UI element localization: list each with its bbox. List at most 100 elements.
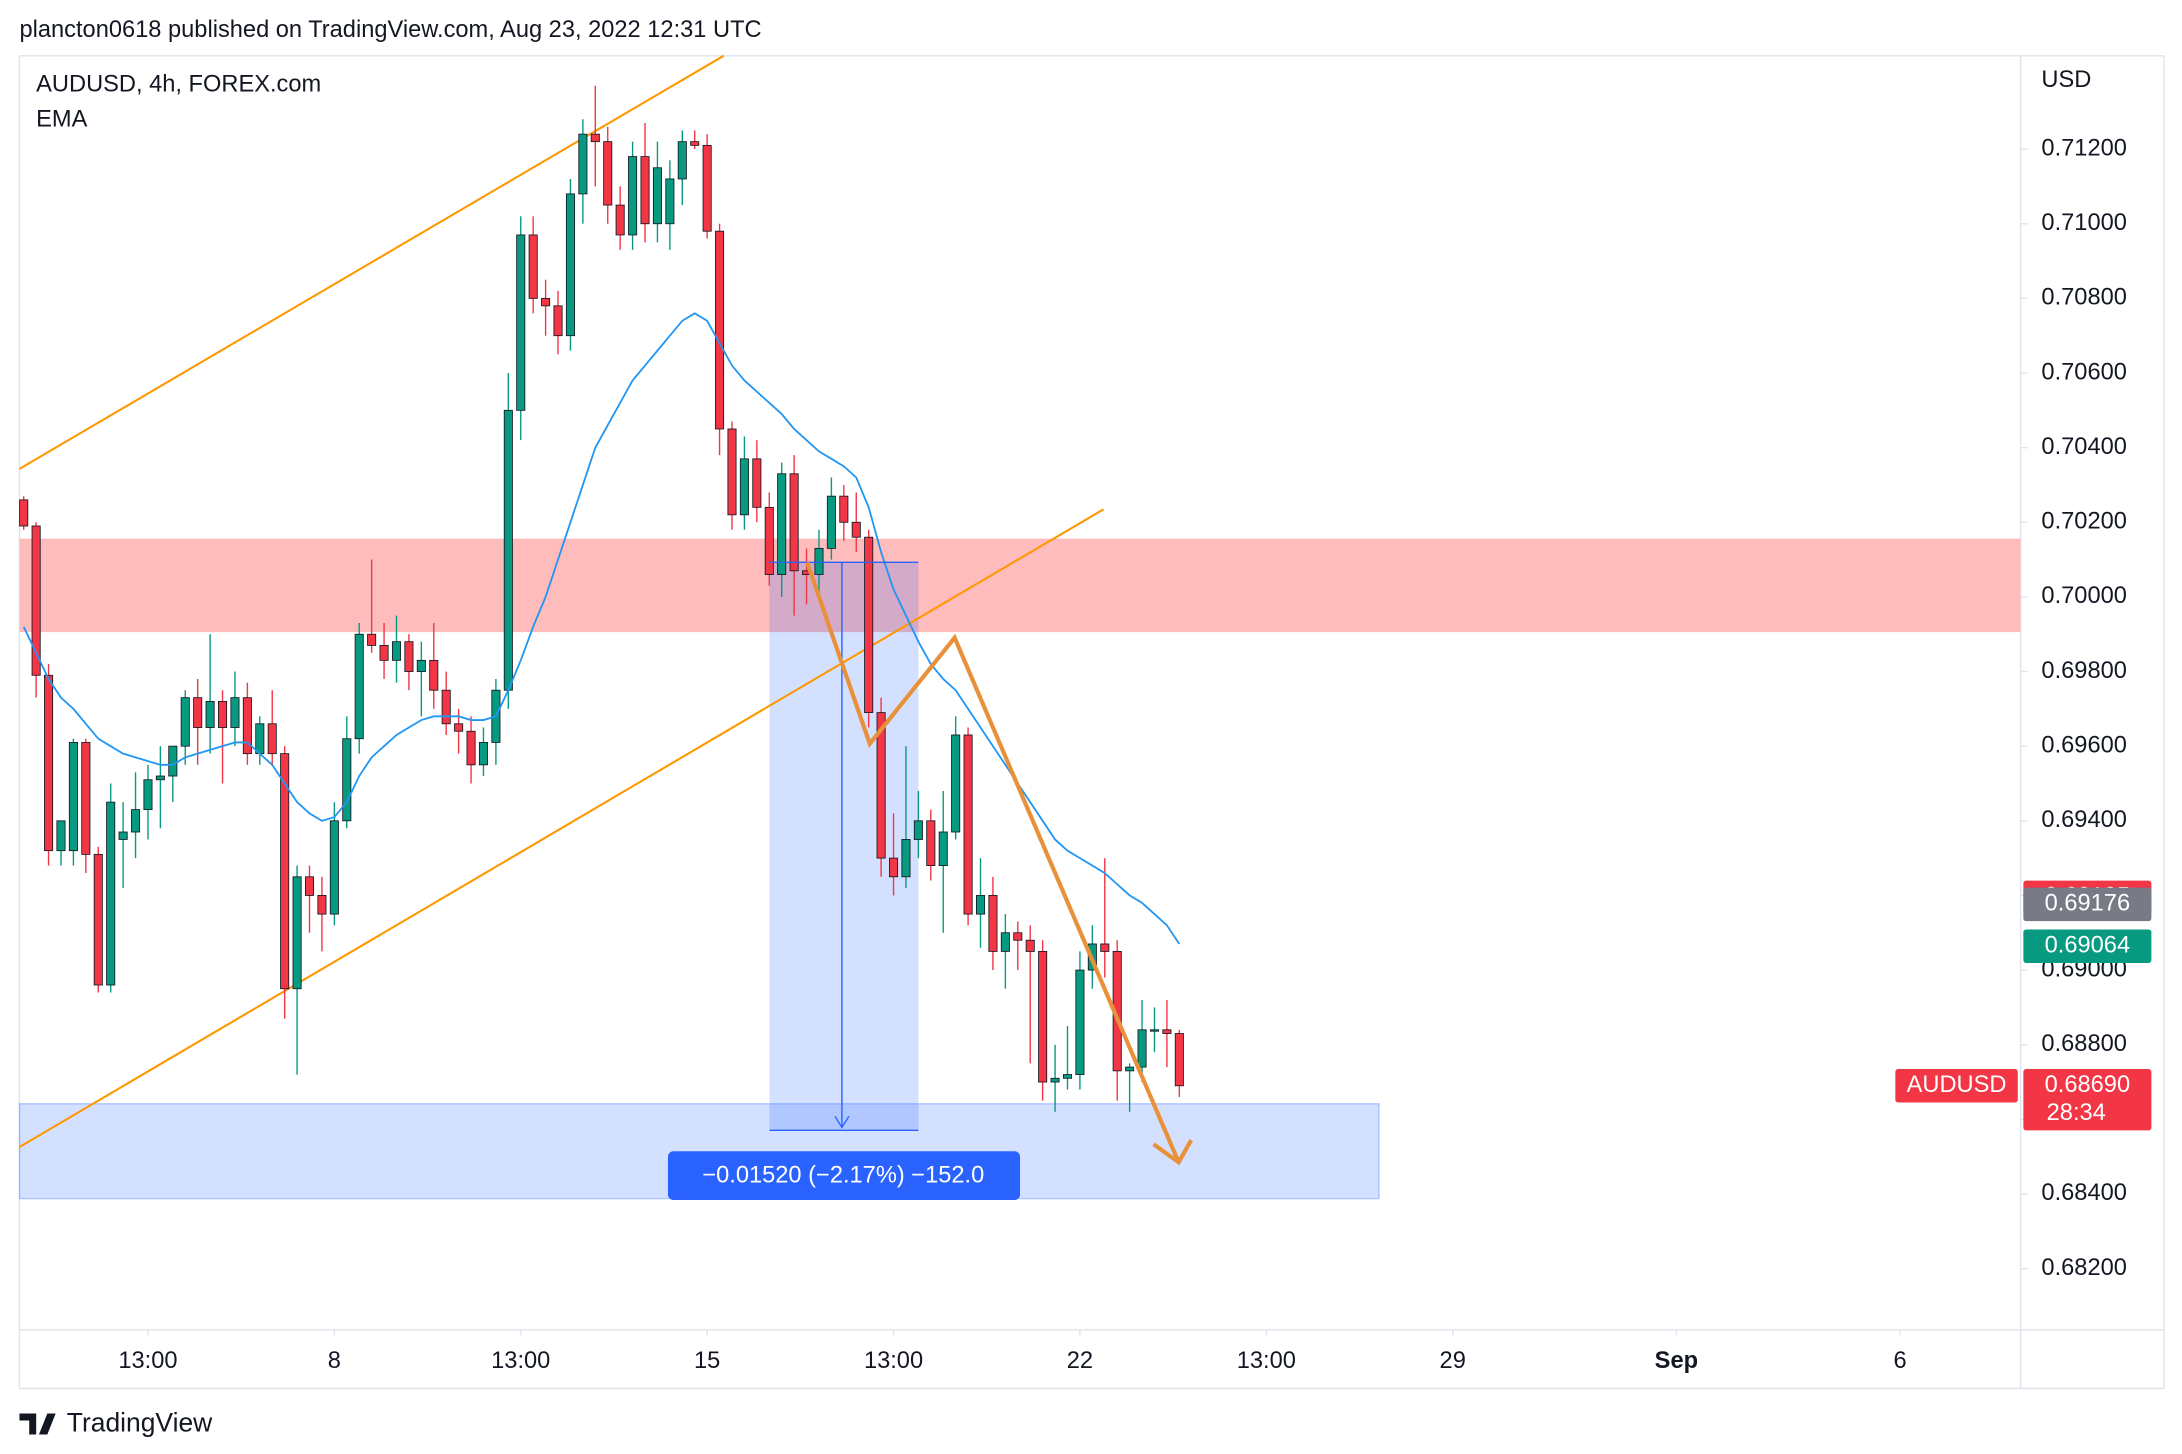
x-tick-label: 13:00 [864, 1348, 923, 1374]
price-tag-label: 0.69064 [2045, 932, 2130, 958]
candle-body [565, 193, 575, 337]
y-tick-label: 0.69400 [2041, 807, 2126, 833]
candle-body [441, 689, 451, 725]
candle-body [454, 723, 464, 732]
brand-logo [19, 1413, 56, 1435]
candle-body [553, 305, 563, 337]
zigzag-arrowhead [1152, 1139, 1194, 1166]
candle-body [739, 458, 749, 516]
candle-body [1013, 932, 1023, 941]
x-tick-label: 6 [1893, 1348, 1906, 1374]
candle-body [81, 742, 91, 855]
candle-body [44, 674, 54, 852]
currency-label: USD [2041, 67, 2091, 93]
candle-body [615, 204, 625, 236]
candle-body [851, 521, 861, 538]
price-tag [2023, 929, 2152, 963]
candle-body [864, 536, 874, 714]
candle-body [180, 697, 190, 747]
frame [18, 55, 2165, 1390]
candle-body [143, 779, 153, 811]
candle-body [1050, 1077, 1060, 1083]
measure-box [769, 562, 919, 1131]
candle-body [1038, 950, 1048, 1083]
candle-body [951, 734, 961, 833]
candle-body [56, 820, 66, 852]
zigzag [805, 561, 1181, 1164]
x-tick-label: 29 [1440, 1348, 1466, 1374]
x-tick-label: 13:00 [1237, 1348, 1296, 1374]
candle-body [938, 831, 948, 867]
candle-body [1000, 932, 1010, 952]
candle-body [715, 230, 725, 430]
x-tick-label: Sep [1655, 1348, 1698, 1374]
y-tick-label: 0.68800 [2041, 1031, 2126, 1057]
candle-body [665, 178, 675, 225]
candle-body [913, 820, 923, 840]
candle-body [789, 473, 799, 572]
candle-body [317, 895, 327, 915]
candle-body [839, 495, 849, 523]
candle-body [541, 297, 551, 307]
brand-name: TradingView [67, 1408, 213, 1438]
measure-label: −0.01520 (−2.17%) −152.0 [702, 1163, 984, 1189]
x-tick-label: 15 [694, 1348, 720, 1374]
candle-body [205, 700, 215, 728]
indicator-title: EMA [36, 106, 87, 132]
brand: TradingView [19, 1408, 213, 1438]
candle-body [814, 547, 824, 575]
candle-body [416, 659, 426, 672]
measure-arrowhead [834, 1115, 850, 1129]
x-tick-label: 22 [1067, 1348, 1093, 1374]
candle-body [1062, 1074, 1073, 1079]
candle-body [876, 712, 886, 859]
candle-body [354, 633, 364, 740]
candle-body [329, 820, 339, 915]
y-tick-label: 0.71000 [2041, 210, 2126, 236]
candle-body [826, 495, 836, 549]
resistance-zone [19, 538, 2021, 633]
price-tag [2023, 887, 2152, 922]
measure-label-box [667, 1151, 1021, 1201]
candle-body [690, 141, 700, 146]
candle-body [652, 167, 662, 225]
publish-header: plancton0618 published on TradingView.co… [19, 17, 761, 43]
x-tick-label: 13:00 [118, 1348, 177, 1374]
candle-body [168, 745, 178, 777]
symbol-tag-label: AUDUSD [1907, 1072, 2007, 1098]
candle-body [1137, 1029, 1147, 1068]
y-tick-label: 0.70600 [2041, 359, 2126, 385]
price-tag [2023, 1069, 2152, 1131]
y-tick-label: 0.71200 [2041, 135, 2126, 161]
candle-body [1100, 943, 1110, 952]
candle-body [155, 775, 165, 781]
candle-body [516, 234, 526, 411]
candle-body [727, 428, 737, 516]
candle-body [590, 133, 600, 143]
candle-body [230, 697, 240, 728]
y-tick-label: 0.70400 [2041, 434, 2126, 460]
candle-body [777, 473, 787, 575]
ema-line [22, 312, 1181, 945]
projection [805, 561, 1194, 1166]
y-tick-label: 0.70800 [2041, 285, 2126, 311]
candle-body [304, 876, 315, 896]
candle-body [404, 641, 414, 672]
candle-body [19, 499, 29, 527]
candle-body [280, 753, 290, 990]
candle-body [628, 156, 638, 236]
candle-body [1149, 1029, 1159, 1032]
candle-body [963, 734, 973, 915]
y-tick-label: 0.70200 [2041, 509, 2126, 535]
candle-body [901, 839, 911, 878]
symbol-tag [1895, 1069, 2018, 1103]
candle-body [988, 895, 998, 952]
candle-body [242, 697, 252, 755]
candle-body [292, 876, 302, 990]
candle-body [1125, 1066, 1135, 1072]
candle-body [677, 141, 687, 180]
y-tick-label: 0.69800 [2041, 658, 2126, 684]
candle-body [93, 853, 103, 986]
candle-body [702, 144, 712, 232]
